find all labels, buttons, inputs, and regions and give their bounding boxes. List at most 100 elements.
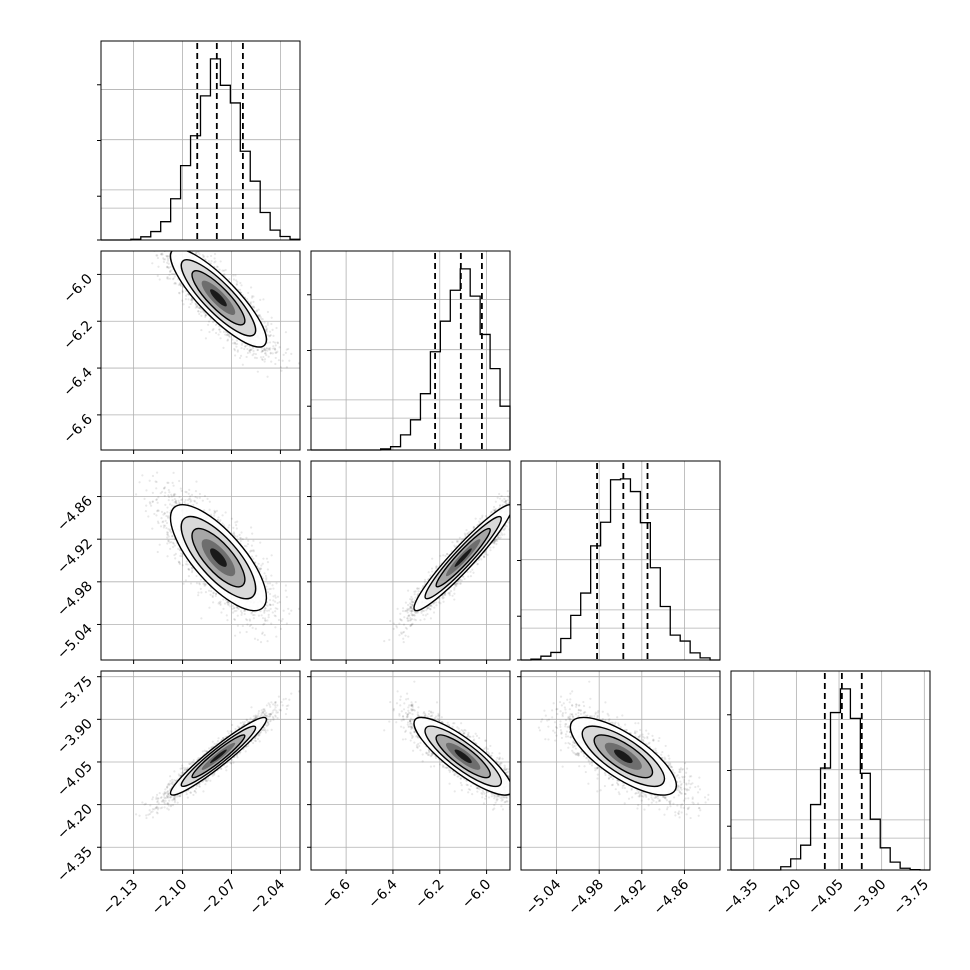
sample-point <box>166 511 169 514</box>
sample-point <box>218 328 221 331</box>
sample-point <box>164 229 166 231</box>
sample-point <box>180 244 182 246</box>
sample-point <box>184 298 187 301</box>
sample-point <box>261 318 264 321</box>
sample-point <box>238 356 242 360</box>
sample-point <box>168 270 172 273</box>
sample-point <box>181 299 184 302</box>
sample-point <box>166 248 168 250</box>
sample-point <box>287 347 290 351</box>
sample-point <box>181 289 184 293</box>
sample-point <box>263 321 266 324</box>
sample-point <box>150 245 152 247</box>
sample-point <box>274 610 277 613</box>
sample-point <box>188 568 191 572</box>
sample-point <box>185 294 188 297</box>
sample-point <box>285 595 288 599</box>
sample-point <box>209 317 212 321</box>
sample-point <box>156 520 160 523</box>
sample-point <box>156 550 159 554</box>
sample-point <box>168 273 171 276</box>
sample-point <box>166 275 169 279</box>
sample-point <box>268 592 272 596</box>
sample-point <box>219 337 222 340</box>
sample-point <box>162 526 165 529</box>
sample-point <box>272 603 275 606</box>
sample-point <box>236 624 240 627</box>
sample-point <box>262 355 265 359</box>
sample-point <box>274 607 277 610</box>
sample-point <box>234 354 237 357</box>
sample-point <box>269 347 272 350</box>
sample-point <box>267 355 270 358</box>
sample-point <box>251 346 255 350</box>
sample-point <box>226 619 229 622</box>
sample-point <box>213 509 216 512</box>
sample-point <box>173 248 175 250</box>
sample-point <box>201 254 204 257</box>
sample-point <box>274 356 277 360</box>
sample-point <box>235 606 239 609</box>
sample-point <box>267 347 270 351</box>
sample-point <box>240 346 243 350</box>
sample-point <box>166 236 168 238</box>
sample-point <box>258 567 261 571</box>
sample-point <box>165 254 168 258</box>
sample-point <box>253 356 257 359</box>
sample-point <box>261 616 265 620</box>
sample-point <box>221 269 224 272</box>
sample-point <box>189 500 192 503</box>
sample-point <box>201 499 204 502</box>
sample-point <box>259 298 262 301</box>
sample-point <box>173 498 176 501</box>
sample-point <box>212 592 215 595</box>
sample-point <box>143 497 146 500</box>
sample-point <box>166 255 169 258</box>
sample-point <box>266 310 270 314</box>
sample-point <box>172 484 175 487</box>
sample-point <box>177 283 180 286</box>
sample-point <box>272 334 275 338</box>
sample-point <box>207 320 211 323</box>
sample-point <box>207 323 210 326</box>
sample-point <box>227 604 230 607</box>
sample-point <box>271 352 274 355</box>
sample-point <box>276 341 279 344</box>
sample-point <box>263 358 267 361</box>
sample-point <box>181 247 183 249</box>
sample-point <box>156 509 159 512</box>
sample-point <box>248 618 251 621</box>
sample-point <box>227 333 230 336</box>
sample-point <box>174 282 177 285</box>
sample-point <box>233 535 237 538</box>
sample-point <box>167 266 170 270</box>
sample-point <box>166 265 169 268</box>
sample-point <box>273 347 276 350</box>
sample-point <box>186 245 188 247</box>
sample-point <box>161 232 163 234</box>
sample-point <box>192 503 195 507</box>
sample-point <box>248 349 251 352</box>
sample-point <box>210 590 213 593</box>
sample-point <box>157 521 160 525</box>
sample-point <box>219 330 222 333</box>
sample-point <box>170 495 174 498</box>
sample-point <box>206 255 209 258</box>
sample-point <box>183 500 186 504</box>
sample-point <box>261 358 264 362</box>
sample-point <box>169 270 172 274</box>
sample-point <box>250 348 253 351</box>
sample-point <box>240 531 243 534</box>
sample-point <box>307 591 309 593</box>
sample-point <box>167 255 170 258</box>
sample-point <box>230 517 234 520</box>
sample-point <box>247 291 250 295</box>
sample-point <box>191 246 193 248</box>
sample-point <box>248 348 252 351</box>
sample-point <box>263 360 266 363</box>
sample-point <box>246 619 249 622</box>
sample-point <box>265 557 269 560</box>
sample-point <box>252 550 255 553</box>
sample-point <box>234 521 237 524</box>
sample-point <box>166 531 170 534</box>
